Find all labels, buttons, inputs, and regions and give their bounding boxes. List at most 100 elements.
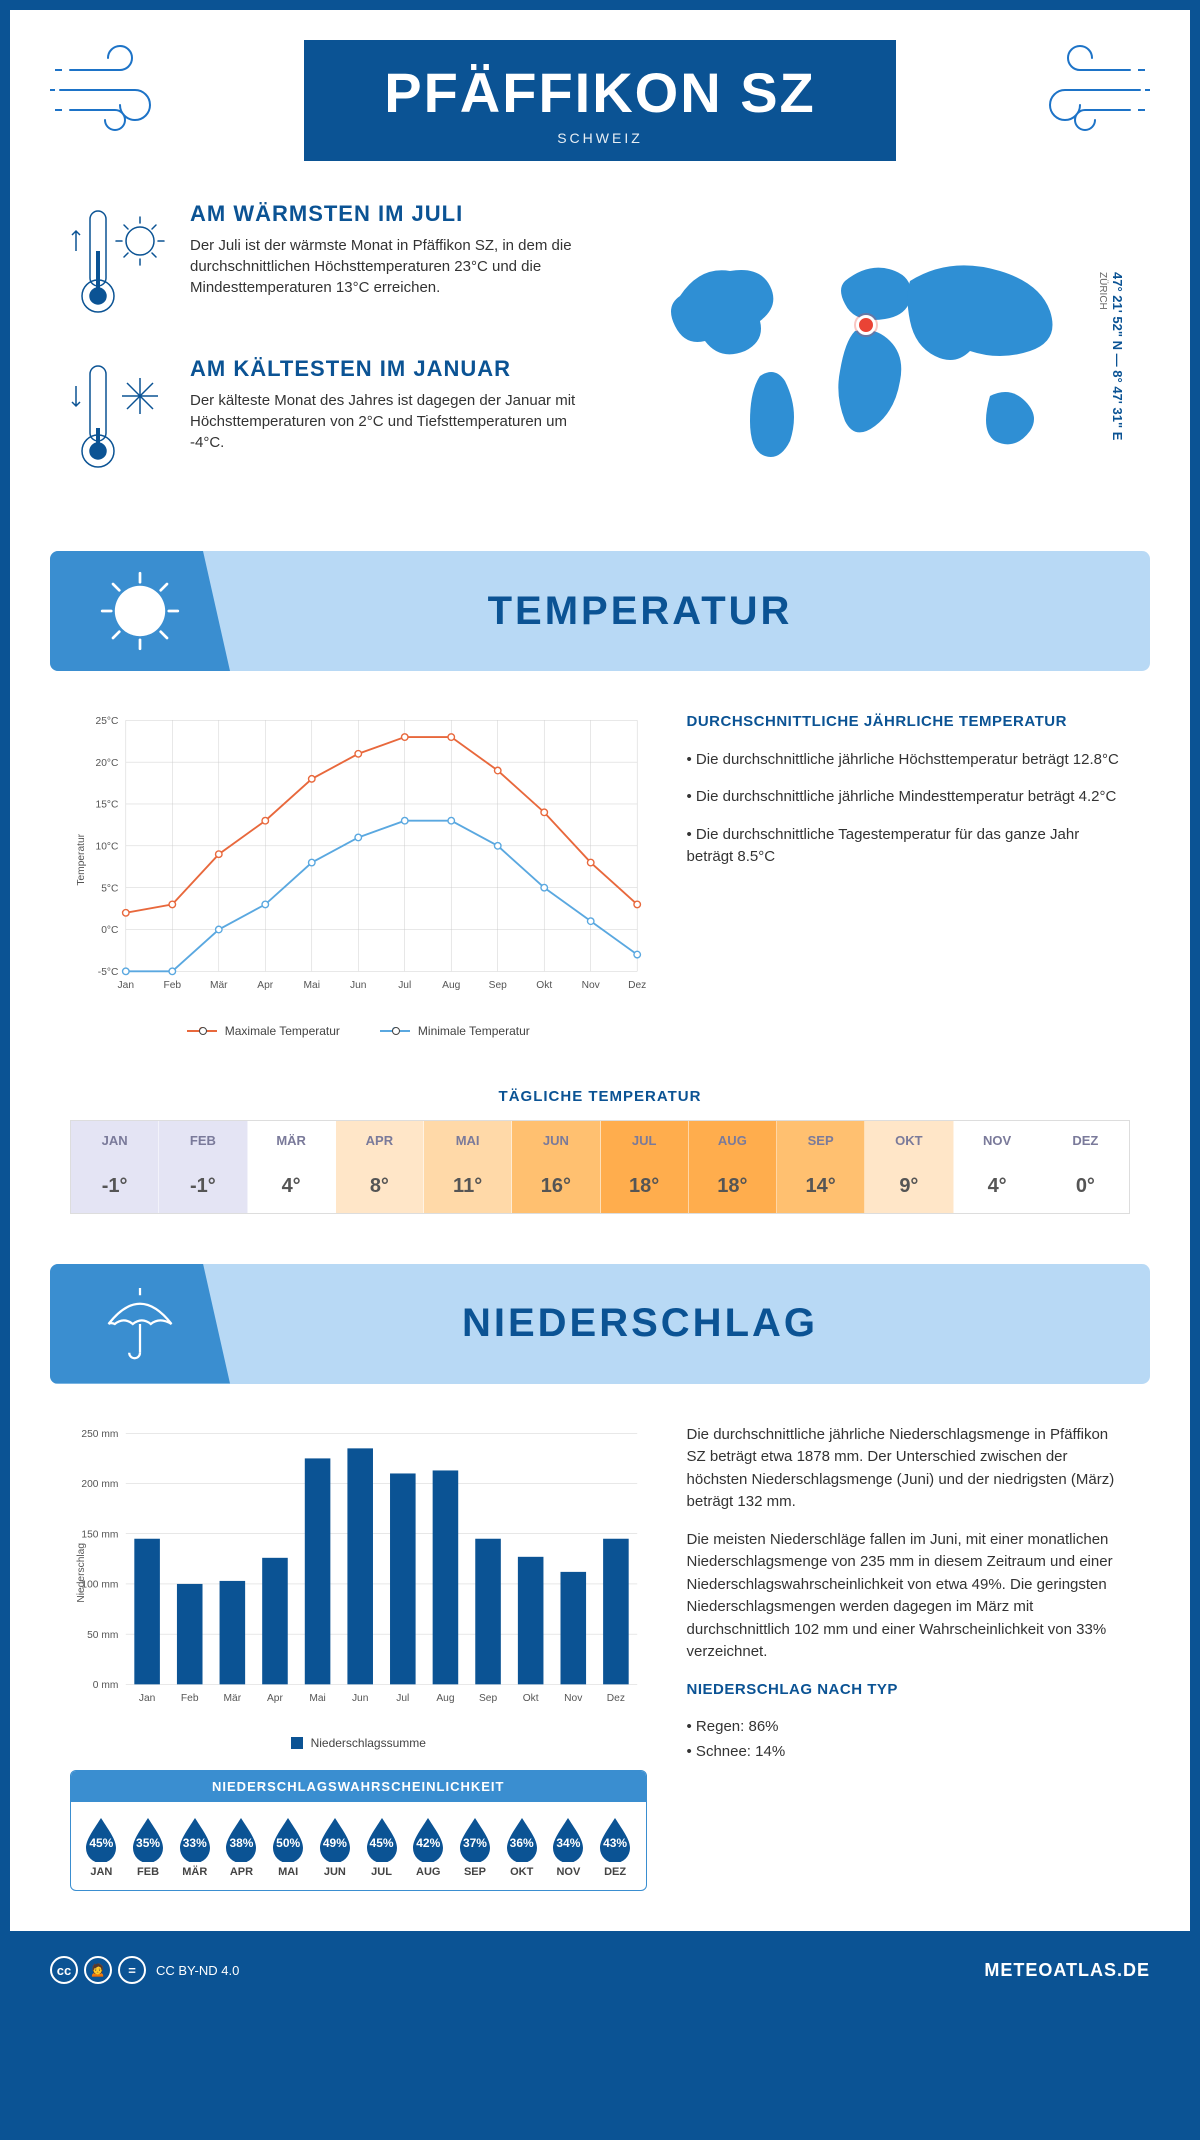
daily-temp-table: JAN-1°FEB-1°MÄR4°APR8°MAI11°JUN16°JUL18°… <box>70 1120 1130 1214</box>
drop-cell: 35% FEB <box>126 1814 171 1878</box>
temp-cell: JUL18° <box>601 1121 689 1213</box>
temp-cell: MAI11° <box>424 1121 512 1213</box>
legend-max: Maximale Temperatur <box>187 1024 340 1038</box>
warmest-text: Der Juli ist der wärmste Monat in Pfäffi… <box>190 235 590 298</box>
temperature-banner: TEMPERATUR <box>50 551 1150 671</box>
svg-text:Okt: Okt <box>536 980 552 991</box>
svg-text:50 mm: 50 mm <box>87 1629 118 1640</box>
precipitation-banner: NIEDERSCHLAG <box>50 1264 1150 1384</box>
site-name: METEOATLAS.DE <box>984 1960 1150 1981</box>
license: cc 🙍 = CC BY-ND 4.0 <box>50 1956 239 1984</box>
drop-cell: 37% SEP <box>453 1814 498 1878</box>
drop-cell: 45% JAN <box>79 1814 124 1878</box>
drop-cell: 38% APR <box>219 1814 264 1878</box>
svg-text:Nov: Nov <box>564 1693 583 1704</box>
svg-text:Apr: Apr <box>257 980 273 991</box>
precipitation-probability-table: NIEDERSCHLAGSWAHRSCHEINLICHKEIT 45% JAN … <box>70 1770 647 1891</box>
svg-text:Jan: Jan <box>118 980 135 991</box>
svg-text:Nov: Nov <box>582 980 601 991</box>
page-subtitle: SCHWEIZ <box>384 130 816 146</box>
sun-icon <box>50 551 230 671</box>
daily-temp-title: TÄGLICHE TEMPERATUR <box>10 1088 1190 1105</box>
page-title: PFÄFFIKON SZ <box>384 60 816 125</box>
legend-min: Minimale Temperatur <box>380 1024 530 1038</box>
svg-text:15°C: 15°C <box>96 800 119 811</box>
temp-cell: NOV4° <box>954 1121 1042 1213</box>
cc-icon: cc <box>50 1956 78 1984</box>
temp-cell: DEZ0° <box>1042 1121 1129 1213</box>
svg-text:Okt: Okt <box>523 1693 539 1704</box>
svg-text:Sep: Sep <box>479 1693 497 1704</box>
drop-cell: 42% AUG <box>406 1814 451 1878</box>
svg-text:200 mm: 200 mm <box>81 1479 118 1490</box>
temperature-line-chart: -5°C0°C5°C10°C15°C20°C25°CJanFebMärAprMa… <box>70 711 647 1038</box>
coordinates: 47° 21' 52" N — 8° 47' 31" EZÜRICH <box>1095 272 1125 440</box>
svg-text:Aug: Aug <box>436 1693 454 1704</box>
temp-cell: MÄR4° <box>248 1121 336 1213</box>
wind-icon-right <box>1020 40 1150 140</box>
drop-cell: 49% JUN <box>313 1814 358 1878</box>
umbrella-icon <box>50 1264 230 1384</box>
svg-text:150 mm: 150 mm <box>81 1529 118 1540</box>
svg-text:Niederschlag: Niederschlag <box>76 1542 87 1602</box>
temp-cell: JAN-1° <box>71 1121 159 1213</box>
thermometer-snow-icon <box>70 356 170 481</box>
drop-cell: 50% MAI <box>266 1814 311 1878</box>
svg-text:-5°C: -5°C <box>98 967 119 978</box>
warmest-title: AM WÄRMSTEN IM JULI <box>190 201 590 227</box>
temperature-heading: TEMPERATUR <box>230 589 1150 634</box>
drop-cell: 33% MÄR <box>172 1814 217 1878</box>
drop-table-title: NIEDERSCHLAGSWAHRSCHEINLICHKEIT <box>71 1771 646 1802</box>
svg-text:Jan: Jan <box>139 1693 156 1704</box>
svg-text:Apr: Apr <box>267 1693 283 1704</box>
svg-text:100 mm: 100 mm <box>81 1579 118 1590</box>
svg-text:Aug: Aug <box>442 980 460 991</box>
drop-cell: 36% OKT <box>499 1814 544 1878</box>
svg-text:Mär: Mär <box>224 1693 242 1704</box>
warmest-block: AM WÄRMSTEN IM JULI Der Juli ist der wär… <box>70 201 620 326</box>
drop-cell: 45% JUL <box>359 1814 404 1878</box>
svg-text:25°C: 25°C <box>96 716 119 727</box>
svg-text:Mai: Mai <box>309 1693 325 1704</box>
temp-cell: SEP14° <box>777 1121 865 1213</box>
svg-text:5°C: 5°C <box>101 883 118 894</box>
svg-text:Jun: Jun <box>352 1693 369 1704</box>
svg-text:Dez: Dez <box>628 980 646 991</box>
coldest-text: Der kälteste Monat des Jahres ist dagege… <box>190 390 590 453</box>
footer: cc 🙍 = CC BY-ND 4.0 METEOATLAS.DE <box>10 1941 1190 1999</box>
temp-cell: FEB-1° <box>159 1121 247 1213</box>
svg-text:Mär: Mär <box>210 980 228 991</box>
svg-text:Mai: Mai <box>304 980 320 991</box>
temp-cell: AUG18° <box>689 1121 777 1213</box>
precipitation-summary: Die durchschnittliche jährliche Niedersc… <box>687 1424 1130 1892</box>
coldest-block: AM KÄLTESTEN IM JANUAR Der kälteste Mona… <box>70 356 620 481</box>
temperature-summary: DURCHSCHNITTLICHE JÄHRLICHE TEMPERATUR •… <box>687 711 1130 1038</box>
precipitation-heading: NIEDERSCHLAG <box>230 1301 1150 1346</box>
svg-text:Temperatur: Temperatur <box>76 833 87 885</box>
precipitation-bar-chart: 0 mm 50 mm 100 mm 150 mm 200 mm 250 mm Jan Feb M… <box>70 1424 647 1727</box>
world-map: 47° 21' 52" N — 8° 47' 31" EZÜRICH <box>650 201 1130 511</box>
thermometer-sun-icon <box>70 201 170 326</box>
wind-icon-left <box>50 40 180 140</box>
svg-text:250 mm: 250 mm <box>81 1429 118 1440</box>
title-banner: PFÄFFIKON SZ SCHWEIZ <box>304 40 896 161</box>
temp-cell: APR8° <box>336 1121 424 1213</box>
temp-cell: OKT9° <box>865 1121 953 1213</box>
cc-icons: cc 🙍 = <box>50 1956 146 1984</box>
temp-cell: JUN16° <box>512 1121 600 1213</box>
info-section: AM WÄRMSTEN IM JULI Der Juli ist der wär… <box>10 181 1190 531</box>
svg-text:10°C: 10°C <box>96 842 119 853</box>
svg-text:Jul: Jul <box>396 1693 409 1704</box>
svg-text:Feb: Feb <box>181 1693 199 1704</box>
drop-cell: 43% DEZ <box>593 1814 638 1878</box>
svg-text:0°C: 0°C <box>101 925 118 936</box>
svg-text:0 mm: 0 mm <box>93 1680 119 1691</box>
svg-text:Sep: Sep <box>489 980 507 991</box>
svg-text:Jul: Jul <box>398 980 411 991</box>
drop-cell: 34% NOV <box>546 1814 591 1878</box>
header: PFÄFFIKON SZ SCHWEIZ <box>10 10 1190 181</box>
legend-precip: Niederschlagssumme <box>291 1736 426 1750</box>
nd-icon: = <box>118 1956 146 1984</box>
by-icon: 🙍 <box>84 1956 112 1984</box>
svg-text:Feb: Feb <box>163 980 181 991</box>
